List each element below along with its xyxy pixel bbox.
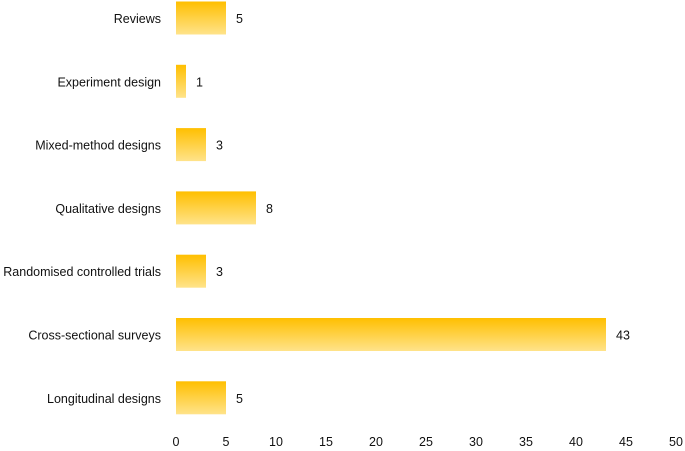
data-label: 3 [216,265,223,279]
x-tick-label: 0 [173,435,180,449]
bar [176,128,206,162]
x-tick-label: 40 [569,435,583,449]
x-tick-label: 50 [669,435,683,449]
data-label: 8 [266,202,273,216]
bar [176,191,256,225]
category-labels: Reviews Experiment design Mixed-method des… [3,12,161,406]
x-tick-label: 45 [619,435,633,449]
bar [176,1,226,35]
data-label: 43 [616,329,630,343]
bar [176,64,186,98]
x-tick-label: 35 [519,435,533,449]
bar [176,381,226,415]
x-tick-label: 15 [319,435,333,449]
category-label: Reviews [114,12,161,26]
x-tick-label: 10 [269,435,283,449]
x-tick-label: 20 [369,435,383,449]
category-label: Mixed-method designs [35,139,161,153]
x-tick-label: 25 [419,435,433,449]
bar [176,254,206,288]
x-tick-label: 30 [469,435,483,449]
x-axis-tick-labels: 0 5 10 15 20 25 30 35 40 45 50 [173,435,683,449]
data-label: 5 [236,12,243,26]
data-label: 1 [196,75,203,89]
category-label: Randomised controlled trials [3,265,161,279]
category-label: Cross-sectional surveys [28,329,161,343]
data-label: 5 [236,392,243,406]
bars [176,1,606,415]
bar [176,318,606,351]
x-tick-label: 5 [223,435,230,449]
category-label: Longitudinal designs [47,392,161,406]
category-label: Experiment design [57,75,161,89]
category-label: Qualitative designs [55,202,161,216]
data-label: 3 [216,139,223,153]
